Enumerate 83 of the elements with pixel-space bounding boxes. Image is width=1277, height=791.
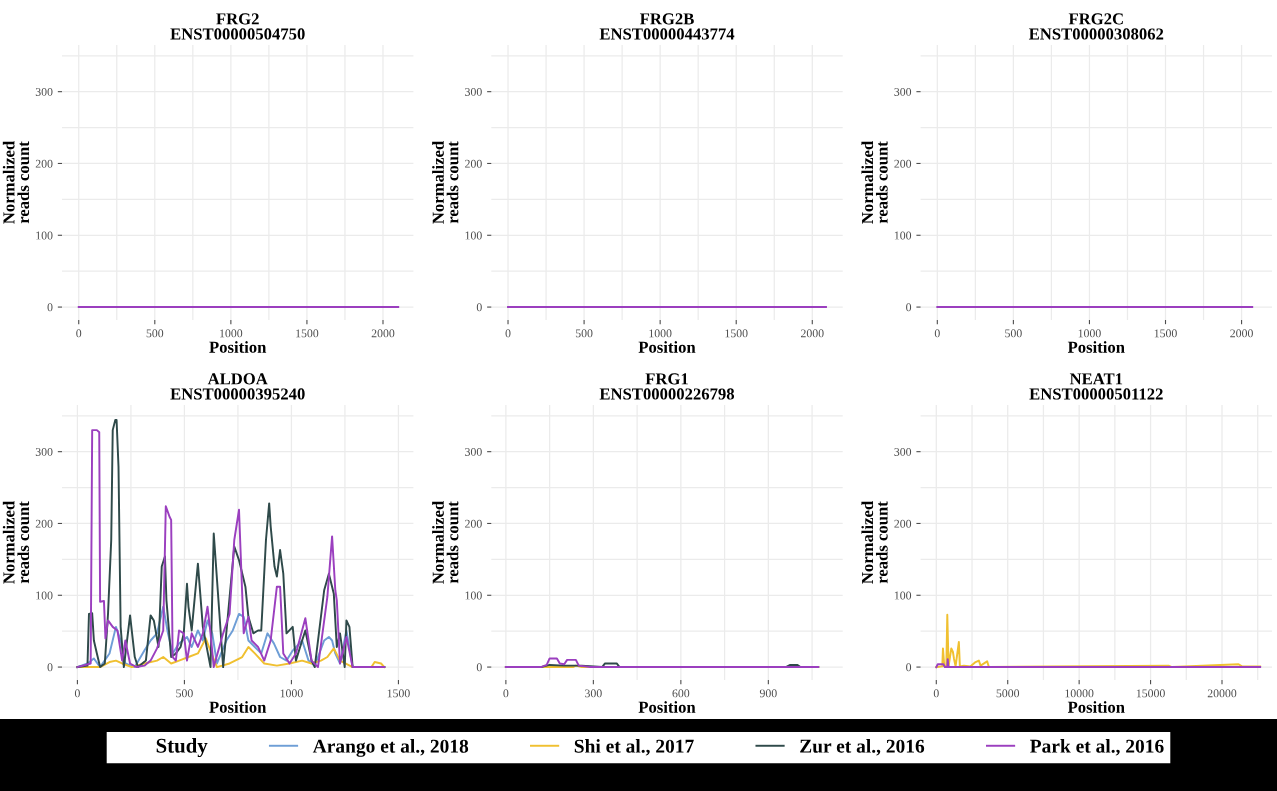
y-axis-title: Normalized reads count (2, 501, 30, 584)
x-tick-label: 0 (933, 689, 939, 698)
y-tick-label: 300 (465, 447, 482, 456)
y-tick-label: 200 (465, 519, 482, 528)
x-tick-label: 1000 (649, 329, 672, 338)
chart-title: NEAT1 (1069, 373, 1123, 385)
y-tick-label: 0 (476, 303, 482, 312)
y-tick-label: 300 (894, 447, 912, 456)
legend-label: Zur et al., 2016 (800, 739, 925, 756)
x-tick-label: 1000 (1078, 329, 1101, 338)
x-axis-title: Position (209, 341, 267, 353)
x-tick-label: 900 (759, 689, 777, 698)
x-tick-label: 2000 (371, 329, 395, 338)
x-tick-label: 1000 (220, 329, 243, 338)
y-tick-label: 200 (35, 519, 53, 528)
y-axis-title: Normalized reads count (861, 501, 888, 584)
x-tick-label: 600 (672, 689, 690, 698)
x-tick-label: 500 (176, 689, 193, 698)
chart-subtitle: ENST00000501122 (1029, 388, 1163, 400)
legend-label: Arango et al., 2018 (312, 739, 469, 757)
chart-subtitle: ENST00000395240 (170, 388, 305, 400)
chart-title: ALDOA (207, 373, 268, 385)
y-tick-label: 100 (894, 591, 912, 600)
chart-title: FRG2B (639, 13, 694, 25)
x-tick-label: 500 (575, 329, 593, 338)
x-axis-title: Position (1067, 341, 1125, 353)
y-tick-label: 100 (894, 231, 912, 240)
x-tick-label: 10000 (1065, 689, 1094, 698)
y-tick-label: 100 (465, 591, 482, 600)
chart-subtitle: ENST00000308062 (1028, 28, 1164, 40)
y-tick-label: 200 (465, 159, 482, 168)
line-series (935, 613, 1262, 669)
legend-title: Study (156, 738, 208, 758)
x-axis-title: Position (209, 701, 267, 713)
x-tick-label: 0 (503, 689, 509, 698)
x-tick-label: 2000 (801, 329, 824, 338)
y-tick-label: 300 (35, 447, 53, 456)
x-tick-label: 0 (934, 329, 940, 338)
x-tick-label: 5000 (996, 689, 1020, 698)
chart-title: FRG2C (1068, 13, 1123, 25)
y-tick-label: 200 (35, 159, 53, 168)
x-tick-label: 20000 (1207, 689, 1237, 698)
y-tick-label: 0 (47, 663, 53, 672)
x-tick-label: 0 (74, 689, 80, 698)
chart-subtitle: ENST00000226798 (599, 388, 735, 400)
chart-title: FRG2 (216, 13, 259, 25)
legend-label: Shi et al., 2017 (574, 739, 694, 756)
x-axis-title: Position (638, 341, 696, 353)
y-tick-label: 100 (36, 231, 53, 240)
chart-subtitle: ENST00000504750 (170, 28, 305, 40)
y-tick-label: 0 (906, 663, 912, 672)
y-axis-title: Normalized reads count (2, 141, 30, 224)
y-tick-label: 0 (47, 303, 53, 312)
y-tick-label: 200 (894, 519, 912, 528)
x-tick-label: 15000 (1136, 689, 1165, 698)
y-axis-title: Normalized reads count (432, 141, 459, 224)
y-tick-label: 300 (465, 87, 482, 96)
chart-subtitle: ENST00000443774 (599, 28, 735, 40)
x-axis-title: Position (1067, 701, 1125, 713)
x-tick-label: 2000 (1230, 329, 1253, 338)
y-tick-label: 0 (906, 303, 912, 312)
x-tick-label: 1500 (387, 689, 410, 698)
y-tick-label: 300 (35, 87, 53, 96)
x-tick-label: 1500 (1154, 329, 1177, 338)
x-tick-label: 1000 (280, 689, 303, 698)
x-tick-label: 0 (76, 329, 82, 338)
x-tick-label: 300 (585, 689, 602, 698)
x-tick-label: 0 (505, 329, 511, 338)
y-axis-title: Normalized reads count (861, 141, 888, 224)
y-tick-label: 300 (894, 87, 912, 96)
y-tick-label: 200 (894, 159, 912, 168)
y-tick-label: 0 (476, 663, 482, 672)
y-tick-label: 100 (36, 591, 53, 600)
y-axis-title: Normalized reads count (432, 501, 459, 584)
x-axis-title: Position (638, 701, 696, 713)
legend-label: Park et al., 2016 (1030, 739, 1164, 756)
x-tick-label: 1500 (725, 329, 748, 338)
y-tick-label: 100 (465, 231, 482, 240)
chart-title: FRG1 (645, 373, 688, 385)
x-tick-label: 500 (1005, 329, 1022, 338)
x-tick-label: 1500 (296, 329, 319, 338)
x-tick-label: 500 (146, 329, 164, 338)
line-series (504, 657, 820, 669)
